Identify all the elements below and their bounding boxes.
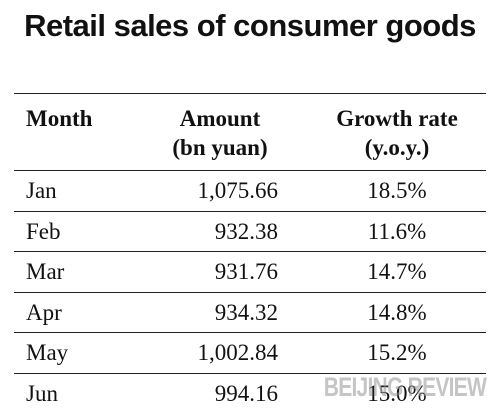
cell-growth: 14.8% [317, 293, 477, 332]
header-amount-line2: (bn yuan) [164, 133, 276, 162]
data-table: Month Amount (bn yuan) Growth rate (y.o.… [14, 93, 486, 413]
cell-month: Jun [26, 374, 58, 413]
table-row: Jan 1,075.66 18.5% [14, 171, 486, 212]
cell-month: May [26, 333, 68, 372]
cell-amount: 932.38 [215, 212, 278, 251]
chart-title: Retail sales of consumer goods [0, 6, 500, 45]
table-row: Apr 934.32 14.8% [14, 293, 486, 334]
header-month: Month [26, 104, 92, 133]
cell-growth: 18.5% [317, 171, 477, 210]
cell-growth: 15.2% [317, 333, 477, 372]
table-header: Month Amount (bn yuan) Growth rate (y.o.… [14, 94, 486, 171]
cell-amount: 1,002.84 [198, 333, 279, 372]
cell-amount: 994.16 [215, 374, 278, 413]
cell-amount: 934.32 [215, 293, 278, 332]
cell-growth: 14.7% [317, 252, 477, 291]
table-row: May 1,002.84 15.2% [14, 333, 486, 374]
header-growth: Growth rate (y.o.y.) [317, 104, 477, 162]
table-row: Feb 932.38 11.6% [14, 212, 486, 253]
cell-amount: 931.76 [215, 252, 278, 291]
header-growth-line1: Growth rate [317, 104, 477, 133]
header-growth-line2: (y.o.y.) [317, 133, 477, 162]
cell-month: Apr [26, 293, 62, 332]
table-row: Mar 931.76 14.7% [14, 252, 486, 293]
cell-month: Jan [26, 171, 57, 210]
cell-month: Feb [26, 212, 61, 251]
cell-amount: 1,075.66 [198, 171, 279, 210]
cell-month: Mar [26, 252, 64, 291]
header-month-line1: Month [26, 104, 92, 133]
watermark-logo: BEIJING REVIEW [324, 372, 486, 403]
header-amount-line1: Amount [164, 104, 276, 133]
cell-growth: 11.6% [317, 212, 477, 251]
header-amount: Amount (bn yuan) [164, 104, 276, 162]
